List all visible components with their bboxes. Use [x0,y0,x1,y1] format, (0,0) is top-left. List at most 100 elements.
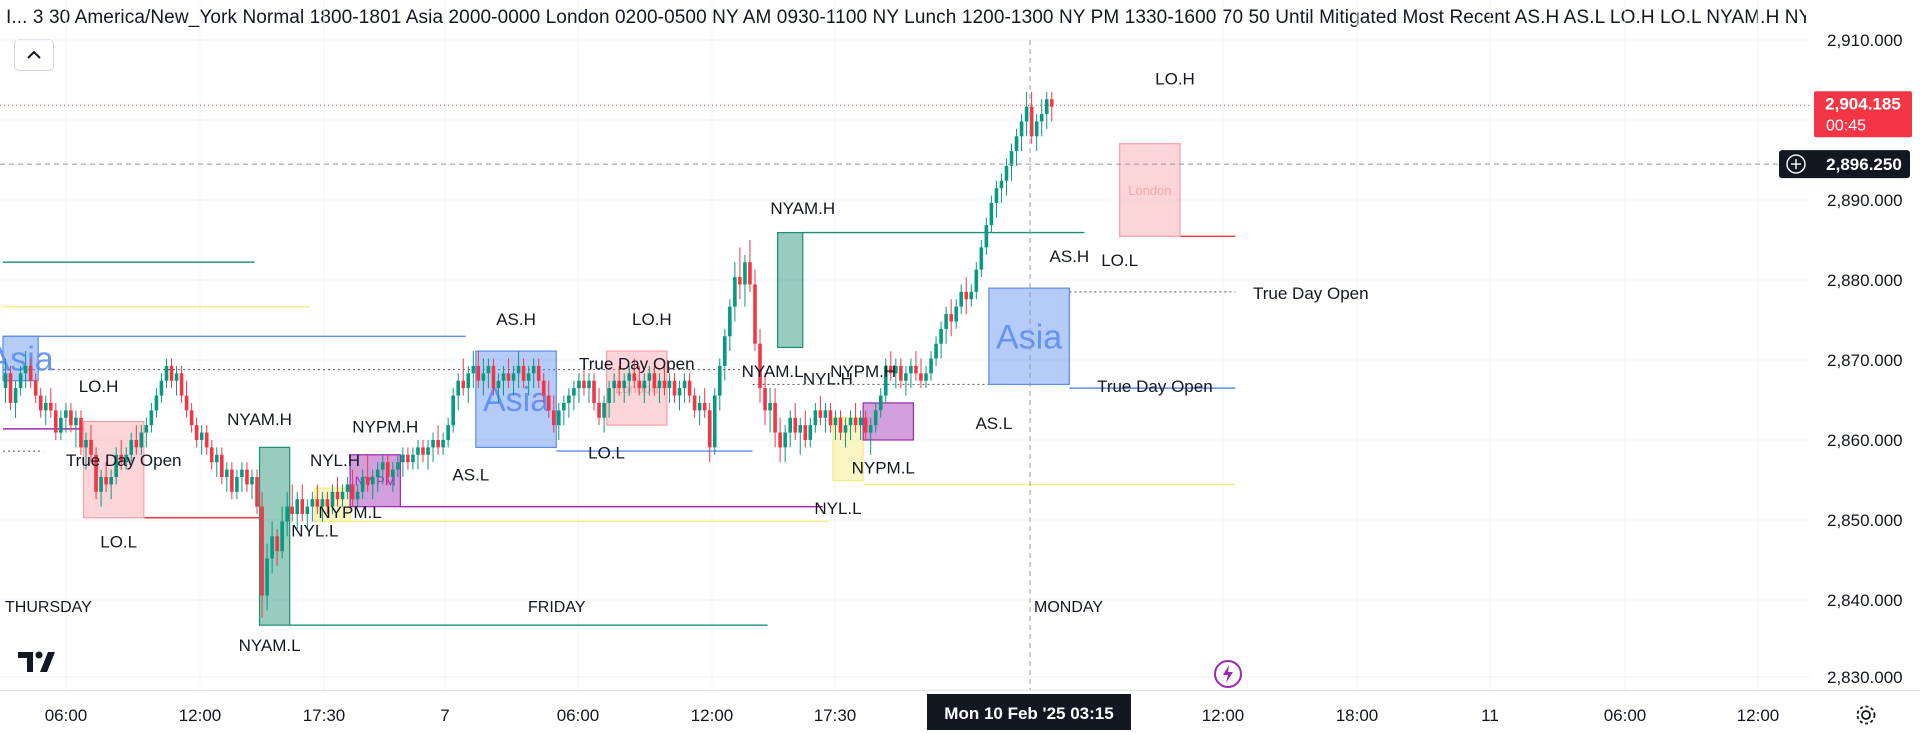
y-tick-label: 2,830.000 [1827,668,1903,687]
session-box-london [82,420,145,519]
collapse-legend-button[interactable] [14,39,54,71]
candle-body [204,432,209,448]
session-box-asia [988,287,1070,386]
tradingview-logo[interactable] [18,648,64,674]
x-tick-label: 17:30 [303,706,346,725]
candle-body [426,447,430,455]
candle-body [627,373,632,381]
last-price-tag [1814,91,1912,138]
candle-body [944,314,948,329]
x-tick-label: 7 [440,706,449,725]
gear-icon[interactable] [1854,703,1878,727]
crosshair-time-tag [927,694,1131,730]
candle-body [602,402,606,418]
candle-body [496,380,501,389]
candle-body [783,432,787,448]
crosshair-price-value: 2,896.250 [1826,155,1902,174]
candle-body [481,373,486,381]
candle-body [320,499,325,507]
candle-body [562,402,566,411]
candle-body [3,373,8,389]
session-box-label: NY PM [355,474,396,489]
candle-body [863,417,868,433]
candle-body [768,402,772,411]
day-label: THURSDAY [5,599,92,616]
candle-body [798,425,803,433]
candlesticks [3,91,1054,618]
session-label: NYAM.L [742,362,804,381]
x-tick-label: 12:00 [1737,706,1780,725]
candle-body [853,417,858,426]
candle-body [164,365,169,381]
level-lines [3,231,1236,626]
candle-body [979,247,984,270]
candle-body [285,506,289,522]
candle-body [888,365,893,374]
x-tick-label: 06:00 [45,706,88,725]
session-label: AS.H [1050,247,1090,266]
candle-body [406,454,410,463]
candle-body [959,291,964,307]
candle-body [74,417,78,426]
candle-body [692,395,697,411]
candle-body [114,454,118,478]
time-axis[interactable]: 06:00 12:00 17:30 7 06:00 12:00 17:30 12:00 18:0… [0,690,1920,731]
session-label: LO.H [1155,69,1195,88]
candle-body [577,380,581,389]
indicator-legend[interactable]: I... 3 30 America/New_York Normal 1800-1… [6,7,1806,28]
session-label: NYPM.L [852,458,915,477]
candle-body [134,439,139,448]
candle-body [808,425,813,440]
candle-body [365,477,370,485]
candle-body [1024,106,1029,122]
candle-body [521,365,526,381]
candle-body [401,454,405,463]
price-axis[interactable]: 2,910.0002,900.0002,890.0002,880.0002,87… [1779,31,1912,687]
candle-body [989,202,994,226]
candle-body [79,417,83,448]
candle-body [199,432,204,440]
candle-body [813,410,818,426]
candle-body [84,439,88,448]
candle-body [763,388,767,411]
candle-body [159,380,164,396]
candle-body [250,477,254,485]
candle-body [421,447,425,455]
candle-body [194,425,199,440]
session-box-ny-am [258,446,291,626]
candle-body [43,402,48,411]
session-annotations: THURSDAY FRIDAY MONDAY LO.H True Day Open LO.… [5,69,1369,655]
session-box-ny-lunch [832,417,864,482]
candle-body [446,425,450,440]
candle-body [753,284,757,344]
candle-body [974,269,979,292]
session-label: LO.L [100,532,137,551]
candle-body [1009,151,1014,166]
candle-body [1044,99,1049,115]
candle-body [723,336,727,366]
candle-body [848,417,853,426]
candle-body [899,365,903,381]
candle-body [1004,165,1009,181]
candle-body [209,447,214,463]
y-tick-label: 2,890.000 [1827,191,1903,210]
candle-body [139,432,144,448]
candle-body [375,469,380,478]
candle-body [828,410,833,426]
candle-body [360,477,365,492]
candle-body [396,462,400,470]
candle-body [13,388,18,403]
candle-body [758,343,762,389]
candle-body [632,373,637,381]
candle-body [592,380,596,403]
candle-body [179,373,184,396]
chevron-up-icon [27,50,41,59]
candle-body [642,380,647,389]
candle-body [275,536,279,552]
candle-body [54,410,58,433]
lightning-icon[interactable] [1213,659,1243,689]
candle-body [707,410,712,448]
session-label: AS.L [452,466,489,485]
candle-body [270,536,274,559]
